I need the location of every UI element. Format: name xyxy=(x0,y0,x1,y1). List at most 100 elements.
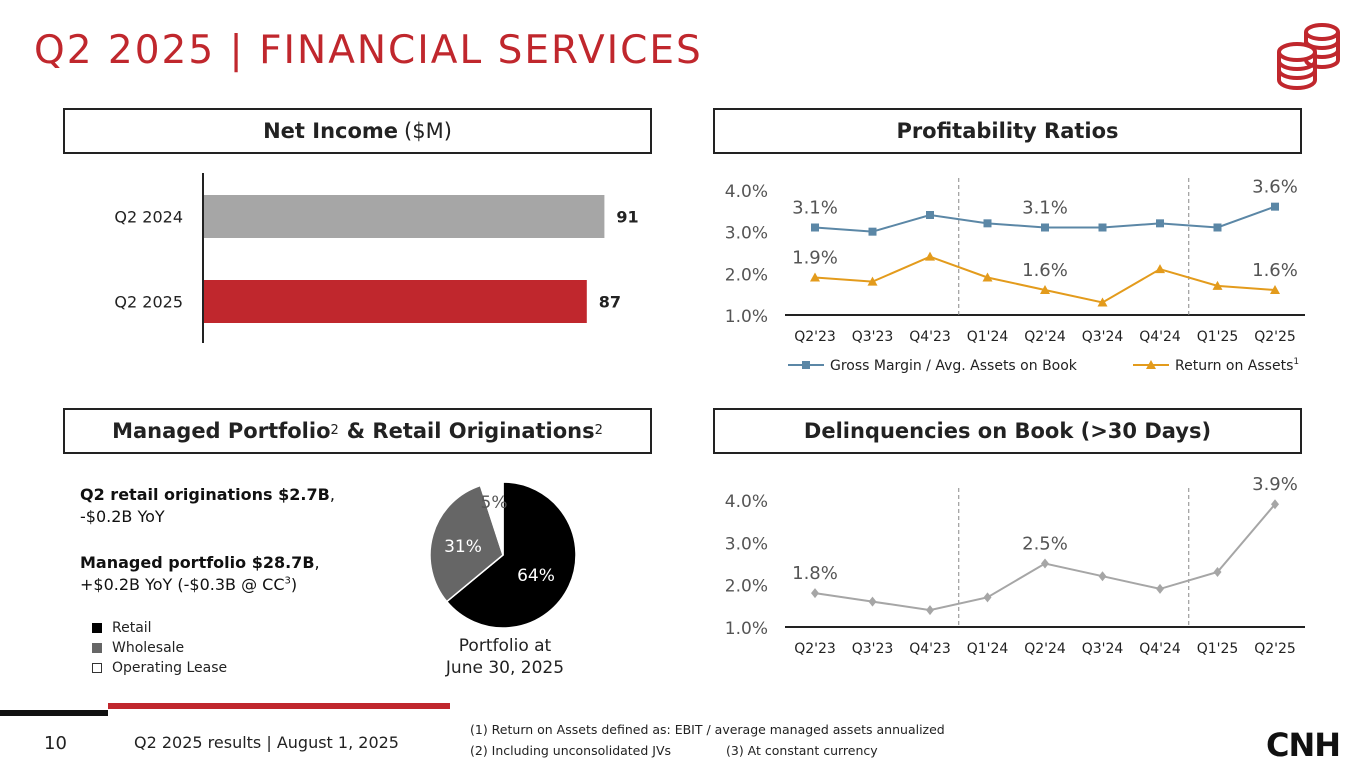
legend-retail: Retail xyxy=(92,620,152,636)
pie-slice-retail xyxy=(445,481,577,629)
portfolio-bold: Managed portfolio $28.7B xyxy=(80,553,315,572)
profitability-panel-title: Profitability Ratios xyxy=(713,108,1302,154)
x-tick-label: Q2'25 xyxy=(1254,641,1296,657)
x-tick-label: Q4'24 xyxy=(1139,641,1181,657)
data-label: 3.9% xyxy=(1252,475,1298,495)
data-point xyxy=(1270,285,1280,294)
data-label: 3.1% xyxy=(792,198,838,219)
pie-caption-2: June 30, 2025 xyxy=(445,658,565,678)
x-tick-label: Q3'23 xyxy=(852,329,894,345)
x-tick-label: Q1'25 xyxy=(1197,329,1239,345)
bar-q2-2025 xyxy=(204,280,587,323)
bar-value-label: 87 xyxy=(599,293,621,312)
legend-swatch-operating-lease xyxy=(92,663,102,673)
footnote-1: (1) Return on Assets defined as: EBIT / … xyxy=(470,722,945,737)
managed-panel-title: Managed Portfolio 2 & Retail Originations… xyxy=(63,408,652,454)
net-income-unit: ($M) xyxy=(404,119,452,143)
profitability-line-chart: 1.0% 2.0% 3.0% 4.0% Q2'23 Q3'23 Q4'23 Q1'24 Q2'2… xyxy=(725,177,1305,374)
data-point xyxy=(926,211,934,219)
data-point xyxy=(1098,223,1107,232)
data-point xyxy=(867,276,878,286)
data-point xyxy=(1040,285,1050,294)
data-point xyxy=(925,251,935,261)
x-tick-label: Q4'23 xyxy=(909,329,951,345)
svg-text:CNH: CNH xyxy=(1266,728,1340,760)
x-tick-label: Q3'24 xyxy=(1082,329,1124,345)
pie-label: 5% xyxy=(481,493,508,513)
delinquencies-panel-title: Delinquencies on Book (>30 Days) xyxy=(713,408,1302,454)
y-tick-label: 1.0% xyxy=(725,307,768,327)
x-tick-label: Q2'24 xyxy=(1024,641,1066,657)
bar-category-label: Q2 2025 xyxy=(114,293,183,312)
cnh-logo: CNH xyxy=(1266,728,1341,760)
data-point xyxy=(868,596,877,607)
portfolio-text: Managed portfolio $28.7B, xyxy=(80,553,320,572)
series-line-0 xyxy=(814,503,1276,612)
data-label: 1.8% xyxy=(792,563,838,584)
legend-label: Return on Assets1 xyxy=(1175,357,1299,374)
pie-slice-operating-lease xyxy=(479,481,504,556)
bar-q2-2024 xyxy=(204,195,605,238)
x-tick-label: Q3'23 xyxy=(852,641,894,657)
footer-subtitle: Q2 2025 results | August 1, 2025 xyxy=(134,733,399,752)
portfolio-pie-chart: 64% 31% 5% xyxy=(429,481,577,629)
footer-black-bar xyxy=(0,710,108,716)
data-point xyxy=(982,272,993,282)
y-tick-label: 3.0% xyxy=(725,224,768,244)
data-point xyxy=(811,223,819,232)
x-tick-label: Q3'24 xyxy=(1082,641,1124,657)
x-tick-label: Q2'23 xyxy=(794,329,836,345)
data-point xyxy=(983,219,992,228)
legend-operating-lease: Operating Lease xyxy=(92,660,227,676)
originations-bold: Q2 retail originations $2.7B xyxy=(80,485,330,504)
data-point xyxy=(1098,571,1107,582)
net-income-bar-chart: Q2 2024 91 Q2 2025 87 xyxy=(114,173,639,343)
legend-label: Gross Margin / Avg. Assets on Book xyxy=(830,358,1078,374)
delinquencies-title: Delinquencies on Book (>30 Days) xyxy=(803,419,1212,443)
managed-title-a: Managed Portfolio xyxy=(112,419,331,443)
net-income-panel-title: Net Income ($M) xyxy=(63,108,652,154)
originations-yoy: -$0.2B YoY xyxy=(80,507,165,526)
footer-red-bar xyxy=(108,703,450,709)
x-tick-label: Q2'24 xyxy=(1024,329,1066,345)
bar-category-label: Q2 2024 xyxy=(114,208,183,227)
y-tick-label: 3.0% xyxy=(725,534,768,554)
x-tick-label: Q4'23 xyxy=(909,641,951,657)
data-label: 1.9% xyxy=(792,248,838,269)
data-label: 2.5% xyxy=(1022,534,1068,555)
data-point xyxy=(1212,280,1223,290)
x-tick-label: Q2'23 xyxy=(794,641,836,657)
data-label: 1.6% xyxy=(1252,260,1298,281)
data-point xyxy=(1156,583,1164,594)
y-tick-label: 2.0% xyxy=(725,577,768,597)
profitability-title: Profitability Ratios xyxy=(896,119,1119,143)
bar-value-label: 91 xyxy=(616,208,638,227)
x-tick-label: Q4'24 xyxy=(1139,329,1181,345)
page-title: Q2 2025 | FINANCIAL SERVICES xyxy=(34,28,703,73)
legend-swatch-wholesale xyxy=(92,643,102,653)
data-point xyxy=(926,605,934,616)
legend-marker xyxy=(802,361,810,369)
data-point xyxy=(1041,558,1049,569)
y-tick-label: 1.0% xyxy=(725,619,768,639)
portfolio-yoy: +$0.2B YoY (-$0.3B @ CC3) xyxy=(80,575,298,594)
data-point xyxy=(868,227,877,236)
legend-swatch-retail xyxy=(92,623,102,633)
data-point xyxy=(1213,223,1222,232)
y-tick-label: 2.0% xyxy=(725,265,768,285)
data-point xyxy=(1271,202,1279,211)
data-point xyxy=(1271,499,1279,510)
pie-label: 31% xyxy=(444,537,482,557)
data-label: 1.6% xyxy=(1022,260,1068,281)
data-point xyxy=(1156,219,1164,228)
coins-icon xyxy=(1277,23,1340,90)
originations-text: Q2 retail originations $2.7B, xyxy=(80,485,335,504)
pie-slice-wholesale xyxy=(429,484,504,603)
x-tick-label: Q1'24 xyxy=(967,329,1009,345)
data-point xyxy=(1097,297,1108,307)
x-tick-label: Q1'25 xyxy=(1197,641,1239,657)
data-label: 3.1% xyxy=(1022,198,1068,219)
legend-marker xyxy=(1146,360,1156,369)
data-point xyxy=(1155,264,1165,274)
x-tick-label: Q2'25 xyxy=(1254,329,1296,345)
